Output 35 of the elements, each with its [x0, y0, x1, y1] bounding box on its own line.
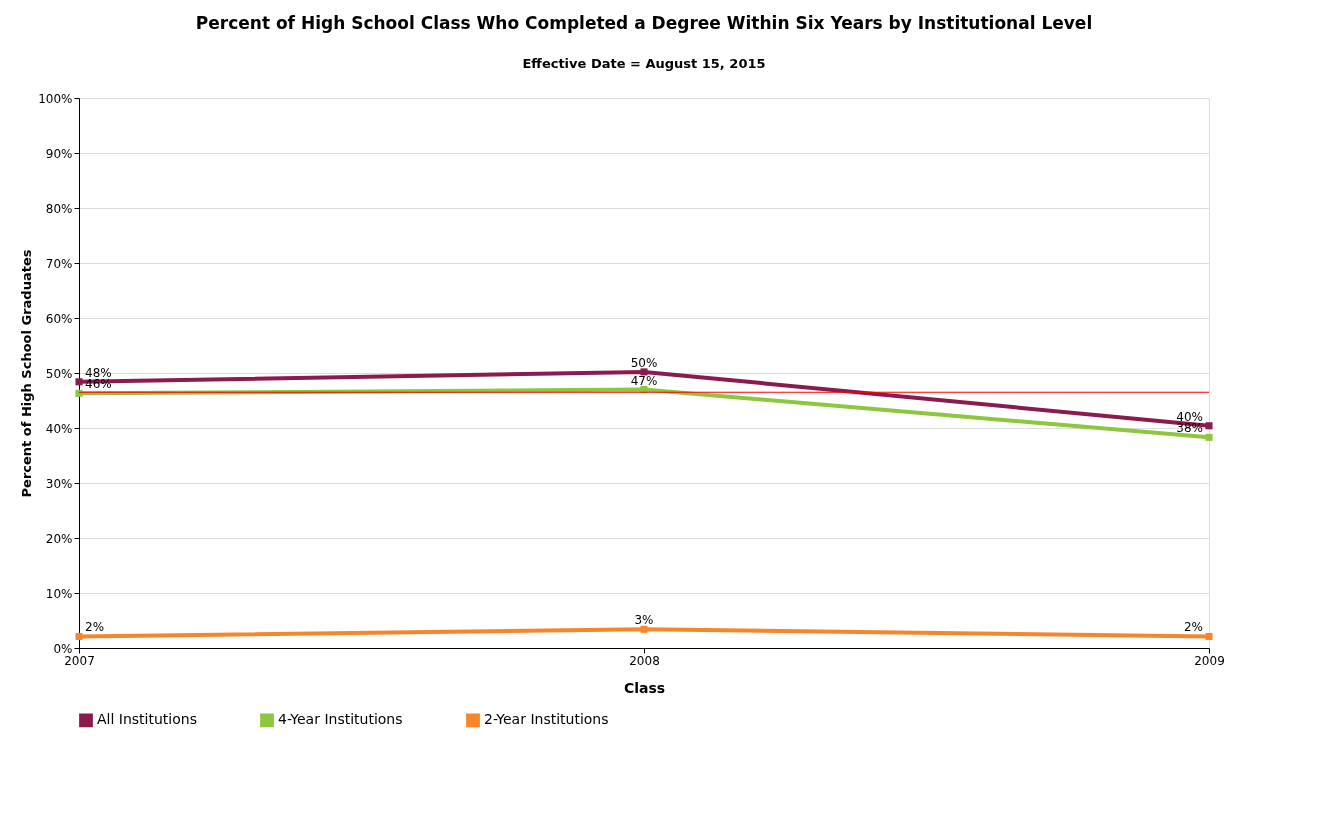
data-label: 50%: [630, 355, 658, 370]
y-tick-label: 90%: [45, 146, 73, 161]
x-tick-label: 2008: [629, 653, 660, 668]
y-tick-label: 10%: [45, 586, 73, 601]
data-label: 40%: [1176, 409, 1203, 424]
y-tick-label: 30%: [45, 476, 73, 491]
y-tick-label: 80%: [45, 201, 73, 216]
data-label: 2%: [1183, 620, 1203, 635]
y-tick-label: 60%: [45, 311, 73, 326]
data-label: 3%: [634, 613, 654, 628]
y-tick-label: 100%: [38, 91, 73, 106]
y-tick-label: 50%: [45, 366, 73, 381]
point: [75, 632, 83, 640]
data-label: 47%: [630, 373, 658, 388]
x-tick-label: 2009: [1194, 653, 1225, 668]
point: [75, 378, 83, 386]
point: [1205, 632, 1213, 640]
y-tick-label: 0%: [53, 641, 73, 656]
x-axis-title: Class: [623, 679, 666, 696]
point: [640, 368, 648, 376]
chart-title: Percent of High School Class Who Completed a Degree Within Six Years by Institutional Level: [195, 13, 1093, 33]
data-label: 2%: [85, 620, 105, 635]
point: [1205, 422, 1213, 430]
legend-label: 2-Year Institutions: [484, 711, 609, 728]
chart-subtitle: Effective Date = August 15, 2015: [522, 56, 766, 71]
legend-label: 4-Year Institutions: [278, 711, 403, 728]
y-tick-label: 70%: [45, 256, 73, 271]
y-tick-label: 40%: [45, 421, 73, 436]
x-tick-label: 2007: [64, 653, 95, 668]
y-tick-label: 20%: [45, 531, 73, 546]
point: [1205, 433, 1213, 441]
data-label: 48%: [85, 365, 112, 380]
y-axis-title: Percent of High School Graduates: [19, 249, 35, 498]
legend-label: All Institutions: [97, 711, 197, 728]
point: [640, 625, 648, 633]
